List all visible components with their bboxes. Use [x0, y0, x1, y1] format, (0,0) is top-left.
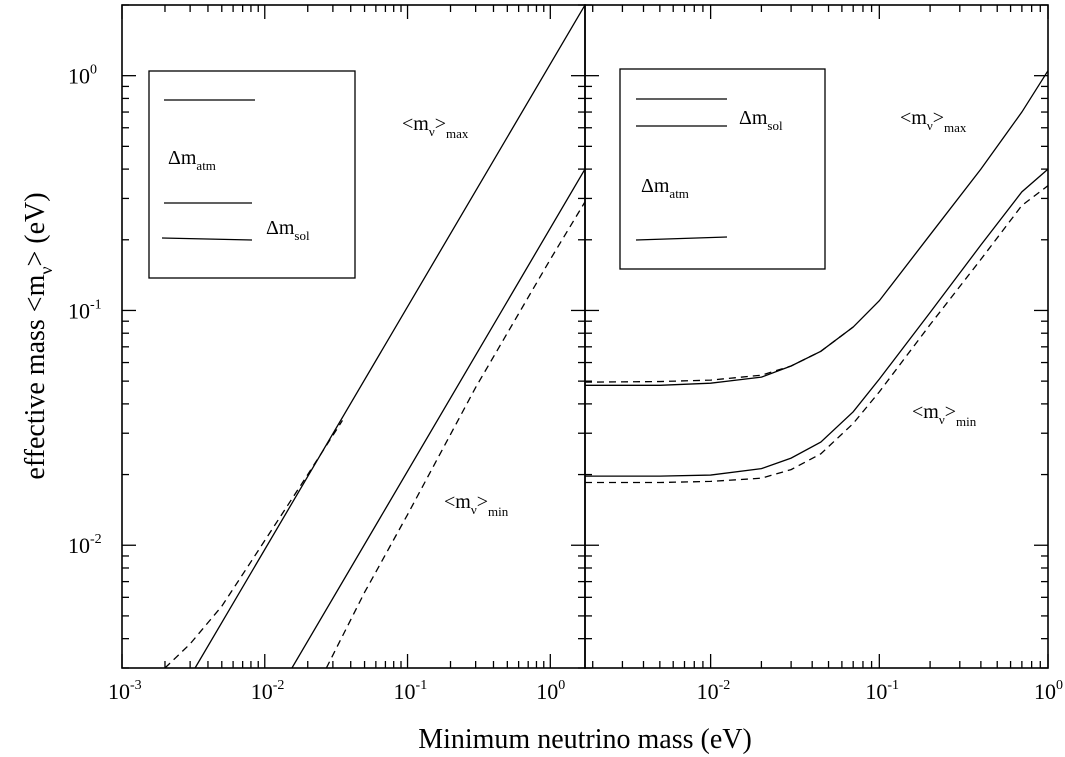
right-legend-sol-sub: sol — [767, 118, 783, 133]
left-anno-min-sub1: ν — [471, 502, 477, 517]
right-annotation-min: <mν>min — [912, 401, 977, 429]
left-y-tick-label: 100 — [68, 63, 97, 89]
left-x-tick-label-exp: -2 — [273, 678, 285, 693]
y-axis-title: effective mass <mν> (eV) — [20, 192, 56, 479]
right-anno-min-sub1: ν — [939, 412, 945, 427]
right-series-2-solid-line — [585, 168, 1048, 477]
right-legend-atm-sub: atm — [669, 186, 689, 201]
left-x-tick-label-exp: 0 — [558, 678, 565, 693]
left-legend-label-sol: Δmsol — [266, 217, 310, 243]
left-legend-label-atm: Δmatm — [168, 147, 216, 173]
right-anno-max-mid: > — [933, 107, 944, 129]
left-x-tick-label: 10-2 — [251, 678, 285, 704]
right-x-tick-label-exp: 0 — [1056, 678, 1063, 693]
right-legend-atm-main: Δm — [641, 175, 670, 197]
left-panel: Δmatm Δmsol <mν>max <mν>min — [121, 4, 586, 669]
left-x-tick-label-base: 10 — [394, 679, 416, 704]
left-series-0-solid-line — [194, 5, 585, 668]
x-axis-title: Minimum neutrino mass (eV) — [418, 724, 752, 755]
left-annotation-min: <mν>min — [444, 491, 509, 519]
right-x-tick-label-exp: -1 — [887, 678, 899, 693]
left-x-tick-label: 10-3 — [108, 678, 142, 704]
left-y-tick-label-base: 10 — [68, 64, 90, 89]
left-x-tick-label-exp: -3 — [130, 678, 142, 693]
right-legend-label-atm: Δmatm — [641, 175, 689, 201]
left-y-tick-label-exp: -2 — [90, 532, 102, 547]
right-annotation-max: <mν>max — [900, 107, 967, 135]
left-x-tick-label-base: 10 — [108, 679, 130, 704]
right-anno-min-sub2: min — [956, 414, 977, 429]
left-anno-max-mid: > — [435, 113, 446, 135]
y-axis-title-main: effective mass <m — [20, 274, 51, 479]
right-x-tick-label-exp: -2 — [719, 678, 731, 693]
left-y-tick-label-base: 10 — [68, 533, 90, 558]
y-axis-title-sub: ν — [36, 266, 56, 274]
right-anno-max-sub2: max — [944, 120, 967, 135]
left-legend: Δmatm Δmsol — [148, 70, 356, 279]
right-legend-label-sol: Δmsol — [739, 107, 783, 133]
right-series-1-dashed-line — [585, 326, 854, 383]
left-series-2-solid-line — [291, 168, 585, 668]
right-x-tick-label: 10-2 — [697, 678, 731, 704]
left-legend-atm-main: Δm — [168, 147, 197, 169]
left-anno-max-sub1: ν — [429, 124, 435, 139]
right-anno-max-sub1: ν — [927, 118, 933, 133]
left-x-tick-label-base: 10 — [251, 679, 273, 704]
right-series-0-solid-line — [585, 70, 1048, 386]
y-axis-title-tail: > (eV) — [20, 192, 51, 266]
right-legend-line-bottom — [635, 236, 728, 241]
right-x-tick-label: 10-1 — [865, 678, 899, 704]
right-anno-min-main: <m — [912, 401, 939, 423]
right-panel: Δmsol Δmatm <mν>max <mν>min — [584, 4, 1049, 669]
left-panel-curves — [164, 5, 585, 668]
left-anno-min-mid: > — [477, 491, 488, 513]
right-anno-max-main: <m — [900, 107, 927, 129]
right-x-tick-label: 100 — [1034, 678, 1063, 704]
right-legend-box — [619, 68, 826, 270]
left-anno-min-sub2: min — [488, 504, 509, 519]
left-series-3-dashed-line — [325, 201, 585, 668]
left-legend-sol-sub: sol — [294, 228, 310, 243]
left-legend-box — [148, 70, 356, 279]
left-x-tick-label-exp: -1 — [416, 678, 428, 693]
right-panel-frame — [584, 4, 1049, 669]
left-x-tick-label: 10-1 — [394, 678, 428, 704]
right-x-tick-label-base: 10 — [1034, 679, 1056, 704]
left-legend-line-bottom — [161, 237, 253, 241]
left-panel-ticks — [121, 4, 585, 669]
left-x-tick-label: 100 — [536, 678, 565, 704]
right-x-tick-label-base: 10 — [697, 679, 719, 704]
left-y-tick-label-base: 10 — [68, 298, 90, 323]
right-panel-curves — [585, 70, 1048, 484]
left-anno-max-main: <m — [402, 113, 429, 135]
right-legend-sol-main: Δm — [739, 107, 768, 129]
left-anno-max-sub2: max — [446, 126, 469, 141]
left-y-tick-label-exp: -1 — [90, 297, 102, 312]
left-y-tick-label: 10-2 — [68, 532, 102, 558]
left-x-tick-label-base: 10 — [536, 679, 558, 704]
left-annotation-max: <mν>max — [402, 113, 469, 141]
left-legend-atm-sub: atm — [196, 158, 216, 173]
right-legend: Δmsol Δmatm — [619, 68, 826, 270]
right-anno-min-mid: > — [945, 401, 956, 423]
left-anno-min-main: <m — [444, 491, 471, 513]
right-series-3-dashed-line — [585, 185, 1048, 484]
right-x-tick-label-base: 10 — [865, 679, 887, 704]
left-y-tick-label-exp: 0 — [90, 63, 97, 78]
left-legend-sol-main: Δm — [266, 217, 295, 239]
left-series-1-dashed-line — [164, 420, 343, 668]
left-y-tick-label: 10-1 — [68, 297, 102, 323]
